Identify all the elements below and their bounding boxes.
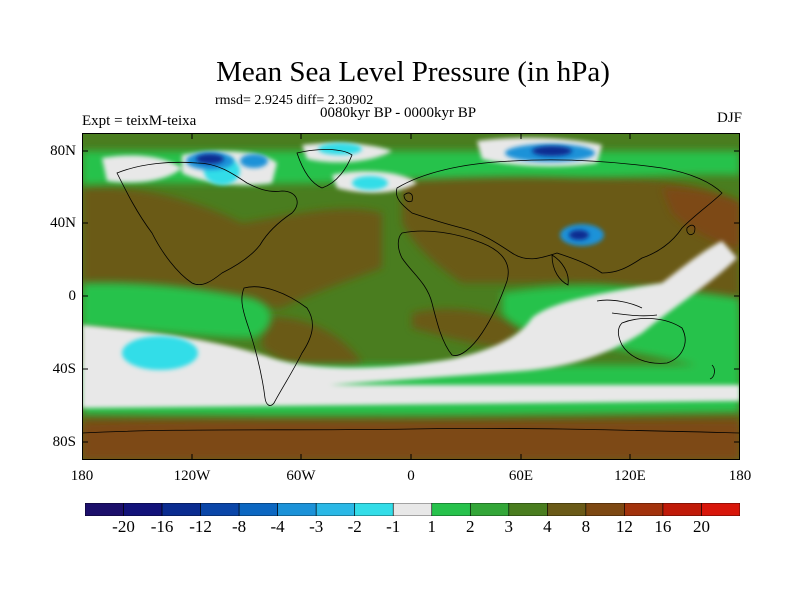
lat-tick-label: 80S — [52, 434, 76, 450]
antarctica-coast — [82, 427, 740, 434]
lat-tick-label: 0 — [68, 288, 77, 304]
map-title: Mean Sea Level Pressure (in hPa) — [216, 56, 610, 88]
colorbar-swatch — [315, 503, 356, 516]
field-negative-dark-blue — [196, 146, 589, 240]
colorbar-swatch — [508, 503, 548, 516]
colorbar-swatch — [585, 503, 625, 516]
uk-coast — [403, 192, 413, 203]
lat-tick-label: 40N — [50, 215, 76, 231]
colorbar-label: -4 — [270, 517, 285, 536]
north-america-coast — [116, 161, 298, 286]
colorbar-label: -1 — [386, 517, 401, 536]
lat-tick-label: 40S — [52, 361, 76, 377]
indonesia-coast — [596, 299, 658, 317]
colorbar — [85, 503, 740, 516]
colorbar-label: -2 — [347, 517, 362, 536]
lon-tick-label: 60E — [508, 468, 534, 484]
australia-coast — [617, 318, 686, 364]
colorbar-swatch — [662, 503, 702, 516]
colorbar-swatch — [161, 503, 201, 516]
colorbar-label: 4 — [543, 517, 552, 536]
africa-coast — [397, 230, 509, 356]
season-label: DJF — [716, 110, 742, 126]
lon-tick-label: 120E — [614, 468, 646, 484]
lat-tick-label: 80N — [50, 143, 76, 159]
period-label: 0080kyr BP - 0000kyr BP — [320, 105, 477, 121]
new-zealand-coast — [709, 364, 715, 380]
colorbar-swatch — [238, 503, 278, 516]
colorbar-label: 1 — [427, 517, 437, 536]
europe-asia-coast — [395, 159, 723, 274]
map-frame — [82, 133, 740, 460]
colorbar-swatch — [85, 503, 124, 516]
lon-tick-label: 120W — [173, 468, 211, 484]
colorbar-label: 8 — [581, 517, 591, 536]
colorbar-swatch — [200, 503, 240, 516]
colorbar-label: -12 — [189, 517, 212, 536]
colorbar-swatch — [469, 503, 510, 516]
coastlines — [82, 149, 740, 434]
greenland-coast — [296, 149, 353, 189]
experiment-label: Expt = teixM-teixa — [82, 113, 197, 129]
colorbar-swatch — [547, 503, 587, 516]
colorbar-label: -3 — [309, 517, 324, 536]
colorbar-swatch — [431, 503, 471, 516]
colorbar-label: -8 — [232, 517, 247, 536]
colorbar-swatch — [392, 503, 433, 516]
india-coast — [551, 254, 569, 286]
colorbar-label: 2 — [466, 517, 475, 536]
south-america-coast — [241, 286, 313, 406]
lon-tick-label: 180 — [728, 468, 752, 484]
colorbar-label: 16 — [654, 517, 672, 536]
japan-coast — [686, 224, 696, 236]
colorbar-label: -16 — [150, 517, 174, 536]
lon-tick-label: 0 — [407, 468, 415, 484]
colorbar-swatch — [354, 503, 394, 516]
lon-tick-label: 60W — [286, 468, 316, 484]
lon-tick-label: 180 — [70, 468, 94, 484]
colorbar-label: 12 — [615, 517, 633, 536]
stats-label: rmsd= 2.9245 diff= 2.30902 — [215, 93, 374, 108]
colorbar-label: 3 — [504, 517, 514, 536]
colorbar-label: -20 — [112, 517, 135, 536]
colorbar-swatch — [123, 503, 163, 516]
colorbar-swatch — [624, 503, 664, 516]
colorbar-swatch — [701, 503, 740, 516]
colorbar-label: 20 — [693, 517, 710, 536]
field-dark-brown-regions — [82, 188, 740, 460]
colorbar-swatch — [277, 503, 317, 516]
pressure-map — [82, 133, 740, 460]
